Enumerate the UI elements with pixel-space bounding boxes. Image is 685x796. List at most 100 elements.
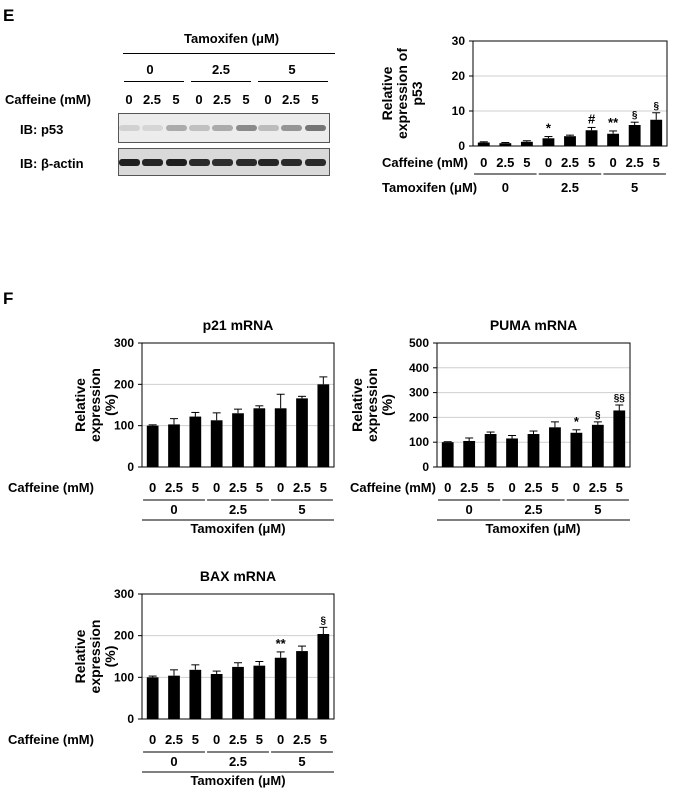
caffeine-tick-label: 2.5 bbox=[524, 480, 542, 495]
y-tick-label: 0 bbox=[127, 460, 134, 474]
actin-band bbox=[189, 158, 210, 166]
actin-band bbox=[142, 158, 163, 166]
p53-band bbox=[281, 125, 302, 131]
caffeine-tick-label: 0 bbox=[609, 155, 616, 170]
significance-marker: §§ bbox=[614, 393, 626, 404]
blot-caffeine-level: 2.5 bbox=[281, 92, 301, 107]
tamoxifen-group-label: 5 bbox=[298, 502, 305, 517]
bar bbox=[570, 432, 583, 467]
tamoxifen-group-label: 0 bbox=[170, 502, 177, 517]
actin-band bbox=[258, 158, 279, 166]
y-tick-label: 0 bbox=[422, 460, 429, 474]
caffeine-tick-label: 0 bbox=[573, 480, 580, 495]
bar bbox=[520, 141, 533, 146]
bar bbox=[650, 119, 663, 146]
actin-band bbox=[281, 158, 302, 166]
bar bbox=[484, 434, 497, 467]
bar bbox=[463, 440, 476, 467]
caffeine-tick-label: 0 bbox=[480, 155, 487, 170]
blot-tamoxifen-label: Tamoxifen (μM) bbox=[184, 31, 280, 46]
caffeine-tick-label: 5 bbox=[487, 480, 494, 495]
y-tick-label: 100 bbox=[409, 435, 429, 449]
blot-tamoxifen-group-0: 0 bbox=[146, 62, 154, 77]
tamoxifen-group-label: 5 bbox=[594, 502, 601, 517]
y-axis-label-line: expression bbox=[364, 368, 380, 442]
bar bbox=[296, 651, 308, 719]
caffeine-tick-label: 0 bbox=[213, 732, 220, 747]
tamoxifen-group-label: 5 bbox=[631, 180, 638, 195]
blot-tamoxifen-underline bbox=[123, 53, 335, 54]
tamoxifen-group-label: 5 bbox=[298, 754, 305, 769]
blot-caffeine-level: 2.5 bbox=[212, 92, 232, 107]
tamoxifen-group-label: 2.5 bbox=[229, 502, 247, 517]
caffeine-tick-label: 5 bbox=[588, 155, 595, 170]
significance-marker: § bbox=[632, 110, 638, 121]
blot-caffeine-level: 5 bbox=[242, 92, 250, 107]
bar bbox=[564, 136, 576, 146]
blot-group-underline-5 bbox=[258, 81, 328, 82]
y-tick-label: 0 bbox=[127, 712, 134, 726]
bar bbox=[274, 408, 287, 467]
tamoxifen-group-label: 0 bbox=[170, 754, 177, 769]
actin-band bbox=[236, 158, 257, 166]
caffeine-tick-label: 5 bbox=[653, 155, 660, 170]
p53-band bbox=[189, 125, 210, 131]
caffeine-tick-label: 0 bbox=[508, 480, 515, 495]
bar bbox=[585, 130, 598, 146]
p53-band bbox=[166, 125, 187, 131]
bar bbox=[549, 427, 561, 467]
actin-band bbox=[166, 158, 187, 166]
caffeine-axis-label: Caffeine (mM) bbox=[350, 480, 436, 495]
y-tick-label: 10 bbox=[452, 104, 466, 118]
caffeine-tick-label: 2.5 bbox=[165, 732, 183, 747]
tamoxifen-group-label: 2.5 bbox=[229, 754, 247, 769]
bar bbox=[613, 410, 626, 467]
bar bbox=[296, 398, 308, 467]
p53-band bbox=[236, 125, 257, 131]
y-axis-label-line: expression bbox=[87, 620, 103, 694]
tamoxifen-group-label: 0 bbox=[466, 502, 473, 517]
caffeine-tick-label: 5 bbox=[256, 480, 263, 495]
actin-band bbox=[305, 158, 326, 166]
caffeine-tick-label: 5 bbox=[320, 732, 327, 747]
chart-title: BAX mRNA bbox=[200, 568, 276, 584]
significance-marker: * bbox=[574, 414, 580, 429]
blot-group-underline-2-5 bbox=[191, 81, 251, 82]
y-axis-label: Relative expression (%) bbox=[72, 368, 118, 442]
bar bbox=[317, 384, 330, 467]
bar bbox=[499, 143, 512, 146]
y-axis-label-line: Relative bbox=[379, 66, 395, 120]
caffeine-tick-label: 2.5 bbox=[229, 480, 247, 495]
p53-band bbox=[142, 125, 163, 131]
caffeine-axis-label: Caffeine (mM) bbox=[8, 732, 94, 747]
bar bbox=[441, 442, 454, 467]
p53-blot-image bbox=[118, 113, 330, 143]
caffeine-tick-label: 0 bbox=[277, 480, 284, 495]
p53-band bbox=[119, 125, 140, 131]
caffeine-tick-label: 2.5 bbox=[496, 155, 514, 170]
bar bbox=[146, 677, 159, 719]
caffeine-axis-label: Caffeine (mM) bbox=[382, 155, 468, 170]
p53-band bbox=[258, 125, 279, 131]
bar bbox=[253, 665, 266, 719]
chart-p53-protein: 0 10 20 30 Relative expression of p53 * # ** § § Caf… bbox=[379, 34, 668, 195]
caffeine-tick-label: 2.5 bbox=[460, 480, 478, 495]
bar bbox=[168, 424, 180, 467]
y-axis-label: Relative expression (%) bbox=[349, 368, 395, 442]
bar bbox=[210, 420, 223, 467]
y-axis-label-line: Relative bbox=[72, 629, 88, 683]
y-tick-label: 100 bbox=[114, 419, 134, 433]
bar bbox=[477, 142, 490, 146]
bar bbox=[253, 408, 266, 467]
bar bbox=[527, 434, 540, 467]
caffeine-tick-label: 0 bbox=[149, 480, 156, 495]
y-axis-label-line: p53 bbox=[409, 81, 425, 105]
y-axis-label-line: (%) bbox=[102, 394, 118, 416]
p53-band bbox=[305, 125, 326, 131]
blot-caffeine-label: Caffeine (mM) bbox=[5, 92, 91, 107]
caffeine-tick-label: 0 bbox=[444, 480, 451, 495]
y-tick-label: 500 bbox=[409, 336, 429, 350]
significance-marker: # bbox=[588, 111, 596, 126]
y-tick-label: 300 bbox=[114, 336, 134, 350]
bar bbox=[274, 657, 287, 719]
